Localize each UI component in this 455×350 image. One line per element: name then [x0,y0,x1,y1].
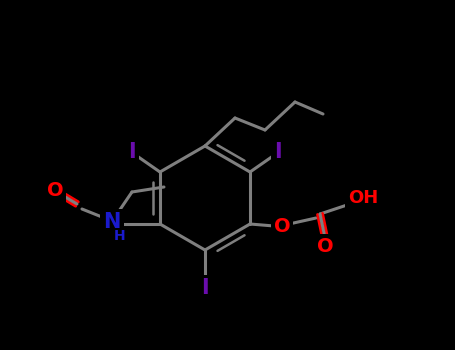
Text: O: O [274,217,290,236]
Text: I: I [274,142,282,162]
Text: O: O [47,181,63,199]
Text: OH: OH [348,189,378,207]
Text: I: I [128,142,136,162]
Text: H: H [114,229,126,243]
Text: O: O [317,237,334,256]
Text: I: I [201,278,209,298]
Text: N: N [103,212,121,232]
